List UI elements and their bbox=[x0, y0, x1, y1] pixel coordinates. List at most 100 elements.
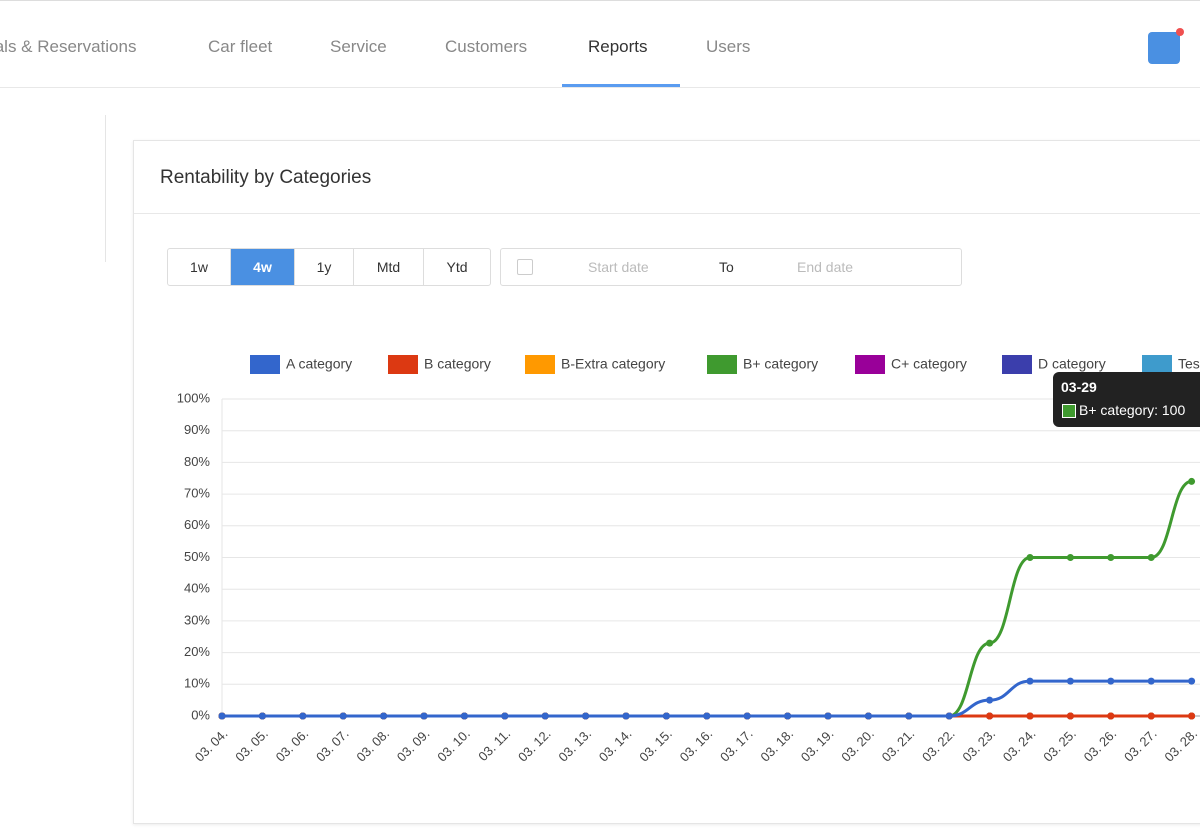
tooltip-text: B+ category: 100 bbox=[1079, 402, 1186, 418]
x-tick-label: 03. 21. bbox=[879, 726, 918, 765]
data-point bbox=[541, 712, 549, 720]
range-button[interactable]: Mtd bbox=[354, 249, 424, 285]
date-separator: To bbox=[719, 259, 734, 275]
data-point bbox=[703, 712, 711, 720]
tooltip-title: 03-29 bbox=[1061, 379, 1097, 395]
nav-item[interactable]: tals & Reservations bbox=[0, 37, 137, 56]
x-tick-label: 03. 14. bbox=[596, 726, 635, 765]
nav-item[interactable]: Reports bbox=[588, 37, 648, 56]
data-point bbox=[339, 712, 347, 720]
x-tick-label: 03. 19. bbox=[798, 726, 837, 765]
data-point bbox=[1147, 712, 1155, 720]
range-button[interactable]: 1y bbox=[295, 249, 354, 285]
x-tick-label: 03. 08. bbox=[353, 726, 392, 765]
data-point bbox=[662, 712, 670, 720]
x-tick-label: 03. 06. bbox=[273, 726, 312, 765]
data-point bbox=[258, 712, 266, 720]
range-button[interactable]: 4w bbox=[231, 249, 295, 285]
x-tick-label: 03. 23. bbox=[959, 726, 998, 765]
sidebar-divider bbox=[105, 115, 106, 262]
end-date[interactable]: End date bbox=[797, 259, 854, 275]
nav-item[interactable]: Users bbox=[706, 37, 751, 56]
tooltip-swatch bbox=[1062, 404, 1076, 418]
notification-bell[interactable] bbox=[1148, 28, 1184, 64]
x-tick-label: 03. 10. bbox=[434, 726, 473, 765]
nav-item[interactable]: Service bbox=[330, 37, 387, 56]
data-point bbox=[864, 712, 872, 720]
y-tick-label: 30% bbox=[184, 612, 210, 627]
x-tick-label: 03. 26. bbox=[1081, 726, 1120, 765]
data-point bbox=[501, 712, 509, 720]
report-card: Rentability by Categories bbox=[133, 140, 1200, 824]
card-title: Rentability by Categories bbox=[160, 167, 372, 188]
data-point bbox=[582, 712, 590, 720]
range-button[interactable]: Ytd bbox=[446, 259, 468, 275]
y-tick-label: 90% bbox=[184, 422, 210, 437]
legend-label: B category bbox=[424, 356, 491, 372]
data-point bbox=[1188, 477, 1196, 485]
range-buttons: 1w 4w 1y Mtd Ytd bbox=[167, 248, 491, 286]
data-point bbox=[986, 639, 994, 647]
tooltip: 03-29 B+ category: 100 bbox=[1053, 372, 1200, 427]
data-point bbox=[1188, 677, 1196, 685]
data-point bbox=[784, 712, 792, 720]
x-tick-label: 03. 12. bbox=[515, 726, 554, 765]
nav-item[interactable]: Car fleet bbox=[208, 37, 273, 56]
x-tick-label: 03. 22. bbox=[919, 726, 958, 765]
x-tick-label: 03. 17. bbox=[717, 726, 756, 765]
x-tick-label: 03. 07. bbox=[313, 726, 352, 765]
x-tick-label: 03. 20. bbox=[838, 726, 877, 765]
card-separator bbox=[134, 213, 1200, 214]
legend-swatch bbox=[250, 355, 280, 374]
x-tick-label: 03. 13. bbox=[555, 726, 594, 765]
data-point bbox=[905, 712, 913, 720]
data-point bbox=[986, 696, 994, 704]
legend-label: B+ category bbox=[743, 356, 818, 372]
legend-swatch bbox=[1142, 355, 1172, 374]
data-point bbox=[824, 712, 832, 720]
legend-label: A category bbox=[286, 356, 352, 372]
legend-label: C+ category bbox=[891, 356, 967, 372]
data-point bbox=[1188, 712, 1196, 720]
date-range[interactable]: Start date To End date bbox=[500, 248, 962, 286]
data-point bbox=[218, 712, 226, 720]
data-point bbox=[622, 712, 630, 720]
data-point bbox=[743, 712, 751, 720]
data-point bbox=[1026, 712, 1034, 720]
data-point bbox=[380, 712, 388, 720]
nav-item[interactable]: Customers bbox=[445, 37, 528, 56]
x-tick-label: 03. 11. bbox=[475, 726, 513, 764]
data-point bbox=[420, 712, 428, 720]
x-tick-label: 03. 27. bbox=[1121, 726, 1160, 765]
data-point bbox=[1147, 677, 1155, 685]
legend-swatch bbox=[855, 355, 885, 374]
data-point bbox=[1066, 554, 1074, 561]
data-point bbox=[986, 712, 994, 720]
data-point bbox=[1107, 554, 1115, 561]
y-tick-label: 50% bbox=[184, 549, 210, 564]
data-point bbox=[1026, 554, 1034, 561]
x-tick-label: 03. 05. bbox=[232, 726, 271, 765]
y-tick-label: 10% bbox=[184, 676, 210, 691]
start-date[interactable]: Start date bbox=[588, 259, 649, 275]
y-tick-label: 80% bbox=[184, 454, 210, 469]
x-tick-label: 03. 28. bbox=[1161, 726, 1200, 765]
legend-swatch bbox=[525, 355, 555, 374]
y-tick-label: 60% bbox=[184, 517, 210, 532]
data-point bbox=[1107, 677, 1115, 685]
range-button[interactable]: 1w bbox=[168, 249, 231, 285]
legend-label: Tes bbox=[1178, 356, 1200, 372]
y-tick-label: 0% bbox=[191, 707, 210, 722]
data-point bbox=[299, 712, 307, 720]
x-tick-label: 03. 09. bbox=[394, 726, 433, 765]
data-point bbox=[945, 712, 953, 720]
x-tick-label: 03. 04. bbox=[192, 726, 231, 765]
x-tick-label: 03. 15. bbox=[636, 726, 675, 765]
y-tick-label: 70% bbox=[184, 486, 210, 501]
y-tick-label: 100% bbox=[177, 390, 211, 405]
data-point bbox=[1066, 677, 1074, 685]
top-nav: tals & Reservations Car fleet Service Custo… bbox=[0, 0, 1200, 88]
legend-label: B-Extra category bbox=[561, 356, 665, 372]
x-tick-label: 03. 16. bbox=[677, 726, 716, 765]
